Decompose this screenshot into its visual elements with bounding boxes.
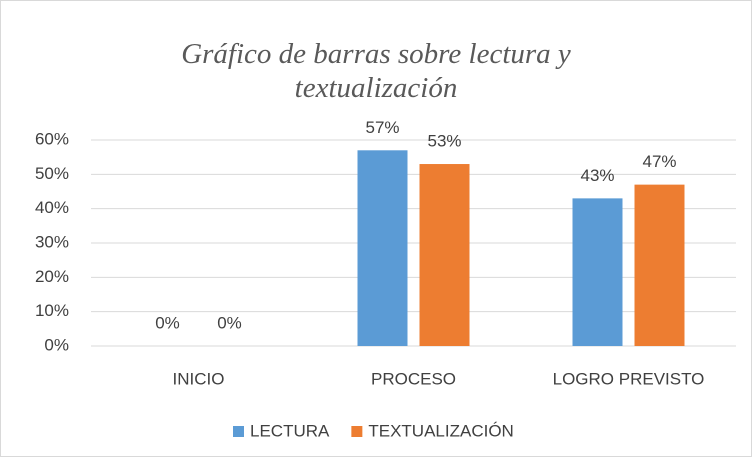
bar [419, 164, 470, 346]
x-tick-label: INICIO [173, 369, 225, 388]
y-tick-label: 0% [44, 335, 69, 354]
bar [634, 184, 685, 346]
x-tick-label: PROCESO [371, 369, 456, 388]
bar [357, 150, 408, 346]
data-label: 53% [427, 132, 461, 151]
data-label: 0% [217, 313, 242, 332]
legend-swatch [233, 426, 244, 437]
legend-label: TEXTUALIZACIÓN [368, 421, 513, 440]
x-tick-label: LOGRO PREVISTO [553, 369, 705, 388]
y-tick-label: 10% [35, 301, 69, 320]
data-label: 0% [155, 313, 180, 332]
data-label: 47% [642, 152, 676, 171]
legend-swatch [351, 426, 363, 437]
y-tick-label: 40% [35, 198, 69, 217]
legend-label: LECTURA [250, 421, 330, 440]
chart-title: Gráfico de barras sobre lectura y textua… [181, 38, 571, 104]
y-tick-label: 30% [35, 232, 69, 251]
y-tick-label: 20% [35, 267, 69, 286]
data-label: 57% [365, 118, 399, 137]
bar [572, 198, 623, 346]
data-label: 43% [580, 166, 614, 185]
y-tick-label: 50% [35, 164, 69, 183]
y-tick-label: 60% [35, 129, 69, 148]
